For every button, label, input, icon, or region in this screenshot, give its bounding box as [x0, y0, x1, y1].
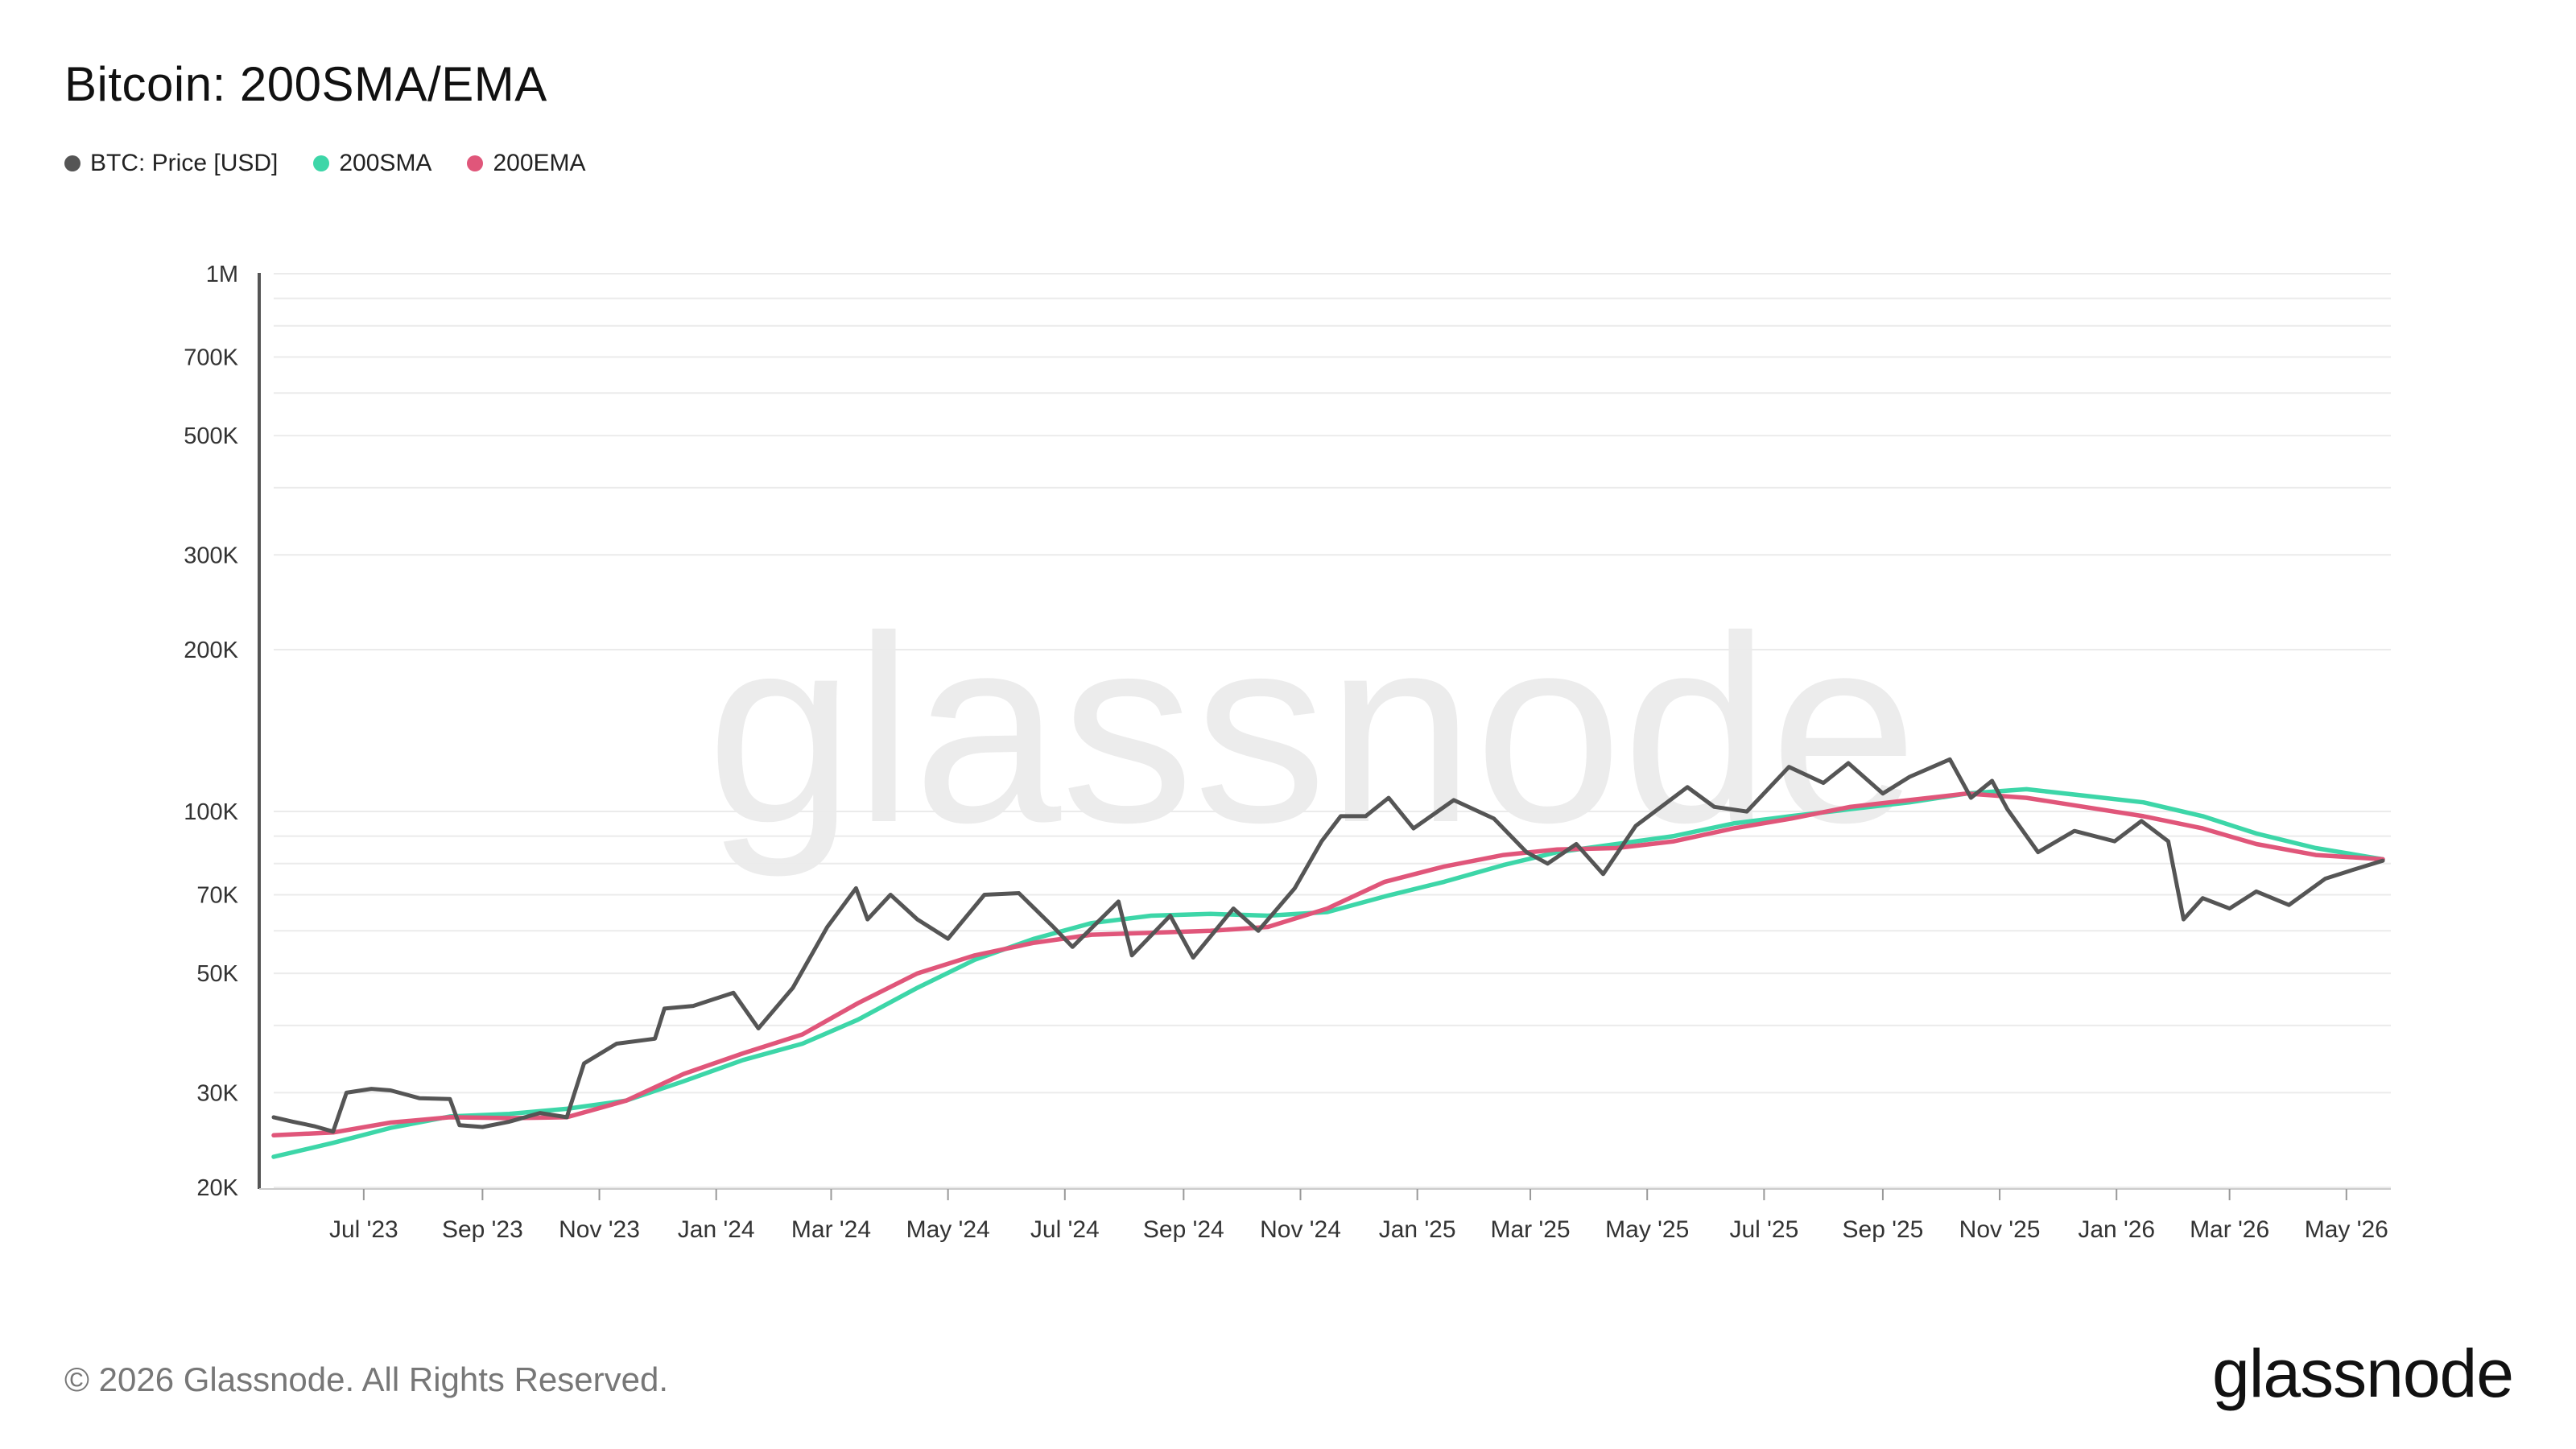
brand-logo[interactable]: glassnode — [2212, 1335, 2514, 1411]
series-line-200ema[interactable] — [271, 791, 2385, 1138]
x-tick-label: May '24 — [906, 1216, 990, 1243]
y-tick-label: 1M — [206, 262, 238, 287]
y-tick-label: 20K — [196, 1175, 238, 1201]
series-lines — [271, 757, 2385, 1159]
x-tick-label: Mar '25 — [1490, 1216, 1570, 1243]
legend-item-price[interactable]: BTC: Price [USD] — [64, 150, 278, 177]
x-axis: Jul '23 Sep '23 Nov '23 Jan '24 Mar '24 May '… — [259, 1188, 2391, 1243]
legend-label-price: BTC: Price [USD] — [90, 150, 279, 176]
y-tick-label: 70K — [196, 883, 238, 909]
watermark-text: glassnode — [707, 580, 1918, 879]
y-tick-label: 100K — [184, 799, 238, 825]
x-tick-label: Sep '25 — [1843, 1216, 1924, 1243]
legend-item-ema[interactable]: 200EMA — [467, 150, 586, 177]
x-tick-label: Jan '24 — [678, 1216, 755, 1243]
legend-label-ema: 200EMA — [493, 150, 586, 176]
series-line-price[interactable] — [271, 757, 2385, 1134]
legend-label-sma: 200SMA — [339, 150, 432, 176]
legend: BTC: Price [USD] 200SMA 200EMA — [64, 150, 586, 177]
x-tick-label: Jul '25 — [1729, 1216, 1798, 1243]
x-tick-label: Jan '25 — [1379, 1216, 1456, 1243]
y-tick-label: 300K — [184, 543, 238, 568]
x-tick-label: Jul '23 — [329, 1216, 398, 1243]
y-tick-label: 30K — [196, 1080, 238, 1106]
copyright-text: © 2026 Glassnode. All Rights Reserved. — [64, 1360, 669, 1398]
legend-dot-ema — [467, 155, 484, 171]
x-tick-label: Jan '26 — [2078, 1216, 2155, 1243]
legend-dot-sma — [313, 155, 330, 171]
legend-item-sma[interactable]: 200SMA — [313, 150, 431, 177]
y-axis: 20K 30K 50K 70K 100K 200K 300K 500K 700K 1M — [184, 262, 261, 1201]
x-tick-label: Nov '23 — [559, 1216, 640, 1243]
x-tick-label: Sep '24 — [1143, 1216, 1224, 1243]
x-tick-label: Mar '26 — [2190, 1216, 2269, 1243]
chart-title: Bitcoin: 200SMA/EMA — [64, 57, 547, 111]
y-tick-label: 200K — [184, 638, 238, 663]
x-tick-label: May '25 — [1605, 1216, 1689, 1243]
y-tick-label: 500K — [184, 423, 238, 449]
x-tick-label: May '26 — [2305, 1216, 2388, 1243]
legend-dot-price — [64, 155, 80, 171]
x-tick-label: Sep '23 — [442, 1216, 523, 1243]
x-tick-label: Nov '25 — [1959, 1216, 2041, 1243]
x-tick-label: Mar '24 — [791, 1216, 871, 1243]
grid — [274, 273, 2391, 1188]
y-tick-label: 50K — [196, 961, 238, 987]
y-tick-label: 700K — [184, 345, 238, 370]
x-tick-label: Jul '24 — [1030, 1216, 1100, 1243]
x-tick-label: Nov '24 — [1260, 1216, 1341, 1243]
